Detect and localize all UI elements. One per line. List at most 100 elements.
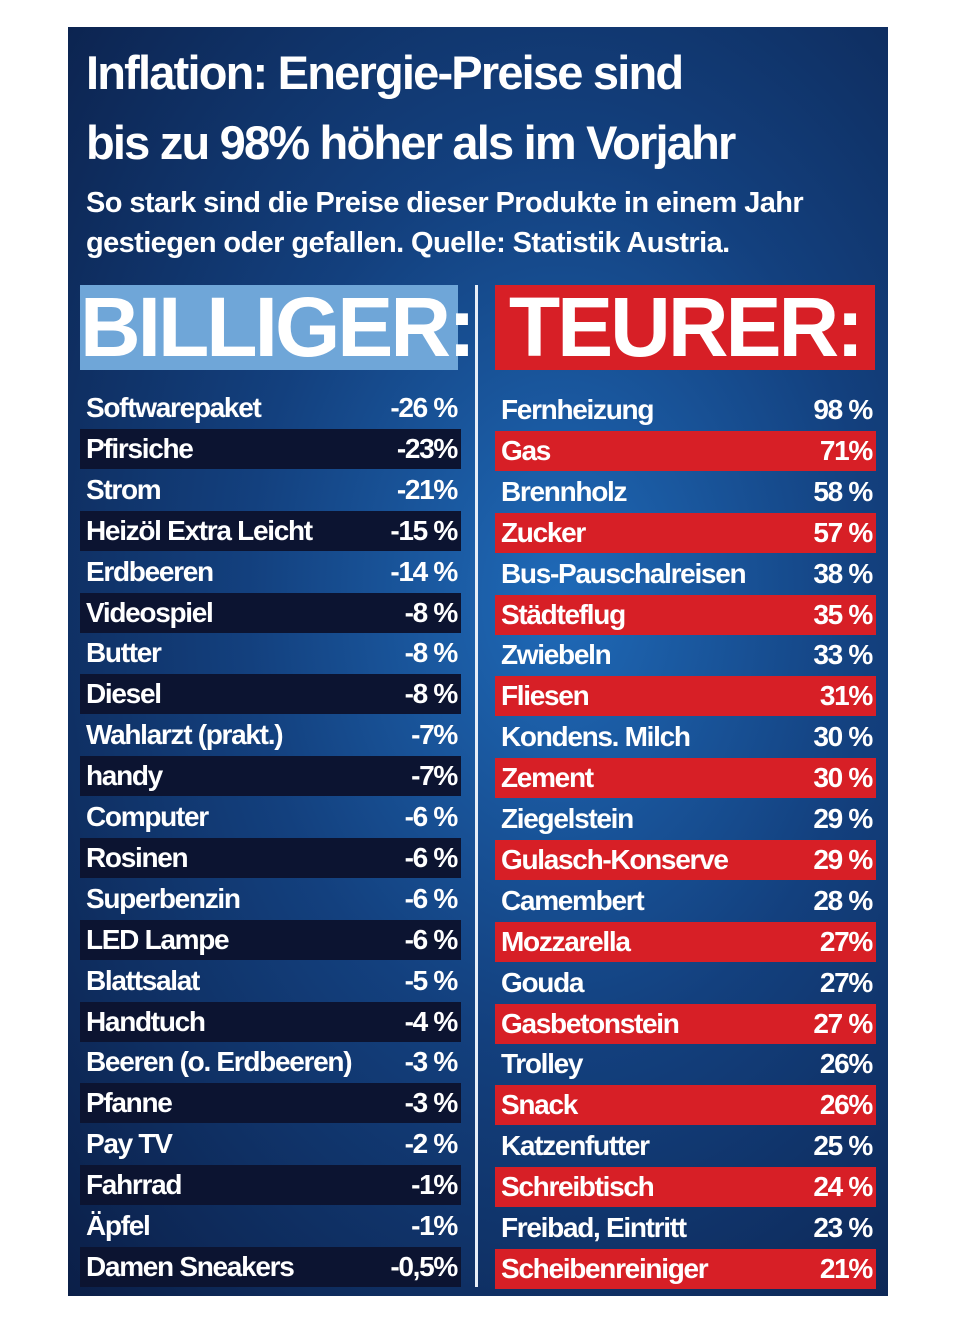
item-change: 57 % [813,516,873,548]
table-row: Gouda 27% [495,963,876,1003]
table-row: Äpfel -1% [80,1206,461,1246]
item-name: Softwarepaket [86,392,262,423]
item-change: 58 % [813,475,873,507]
item-change: 29 % [813,843,873,875]
item-name: Kondens. Milch [501,721,691,753]
table-row: Scheibenreiniger 21% [495,1248,876,1289]
table-row: Brennholz 58 % [495,472,876,512]
table-row: Butter -8 % [80,633,461,673]
table-row: Wahlarzt (prakt.) -7% [80,715,461,755]
divider [475,285,478,1287]
item-name: Gulasch-Konserve [501,843,729,875]
subtitle: gestiegen oder gefallen. Quelle: Statist… [86,227,730,259]
table-row: Fahrrad -1% [80,1165,461,1206]
item-change: -6 % [404,841,459,873]
item-name: Gouda [501,966,584,998]
table-row: Superbenzin -6 % [80,879,461,919]
item-change: -8 % [404,637,459,669]
table-row: Computer -6 % [80,797,461,837]
item-name: Pfirsiche [86,432,194,464]
item-change: 24 % [813,1171,873,1203]
item-name: Katzenfutter [501,1130,650,1162]
table-row: Gas 71% [495,430,876,471]
table-row: Pfanne -3 % [80,1083,461,1124]
item-name: Fernheizung [501,394,654,425]
table-row: Zement 30 % [495,758,876,799]
item-name: Beeren (o. Erdbeeren) [86,1046,353,1078]
item-change: 23 % [813,1212,873,1243]
table-row: Pfirsiche -23% [80,428,461,469]
item-change: -15 % [390,514,458,546]
item-change: 35 % [813,598,873,630]
item-name: Erdbeeren [86,555,214,587]
item-change: 25 % [813,1130,873,1162]
item-change: 26% [819,1048,873,1080]
item-name: Zwiebeln [501,639,612,671]
item-change: 30 % [813,762,873,794]
table-row: Rosinen -6 % [80,837,461,878]
item-name: Heizöl Extra Leicht [86,514,313,546]
item-name: Wahlarzt (prakt.) [86,719,284,751]
table-row: Camembert 28 % [495,881,876,921]
item-change: -21% [396,473,458,505]
item-change: 33 % [813,639,873,671]
item-name: Camembert [501,884,645,916]
item-change: 27% [819,925,873,957]
table-row: Damen Sneakers -0,5% [80,1246,461,1287]
table-row: Katzenfutter 25 % [495,1126,876,1166]
item-name: Bus-Pauschalreisen [501,557,747,589]
table-row: Beeren (o. Erdbeeren) -3 % [80,1042,461,1082]
item-change: -6 % [404,801,459,832]
subtitle: So stark sind die Preise dieser Produkte… [86,187,804,219]
table-row: Fernheizung 98 % [495,390,876,430]
item-change: -8 % [404,678,459,710]
item-name: Städteflug [501,598,626,630]
item-change: -14 % [390,555,458,587]
item-change: -6 % [404,923,459,955]
item-change: 27% [819,966,873,998]
table-row: Strom -21% [80,470,461,510]
table-row: Städteflug 35 % [495,594,876,635]
item-name: Gasbetonstein [501,1007,680,1039]
item-name: Zucker [501,516,586,548]
item-change: -7% [411,719,458,751]
item-change: 71% [819,434,873,466]
table-row: Fliesen 31% [495,676,876,717]
item-name: Superbenzin [86,882,241,914]
item-change: -1% [411,1169,458,1201]
item-change: 98 % [813,394,873,425]
item-name: Pfanne [86,1087,173,1119]
table-row: Schreibtisch 24 % [495,1167,876,1208]
item-change: -8 % [404,596,459,628]
table-row: Blattsalat -5 % [80,961,461,1001]
item-name: Blattsalat [86,964,200,996]
item-change: -4 % [404,1005,459,1037]
item-change: -6 % [404,882,459,914]
item-change: -2 % [404,1128,459,1160]
table-row: Softwarepaket -26 % [80,388,461,428]
item-name: Mozzarella [501,925,631,957]
table-row: Snack 26% [495,1085,876,1126]
table-row: LED Lampe -6 % [80,919,461,960]
item-name: Rosinen [86,841,189,873]
table-row: Gasbetonstein 27 % [495,1003,876,1044]
table-row: Kondens. Milch 30 % [495,717,876,757]
title: bis zu 98% höher als im Vorjahr [86,116,736,169]
item-change: 28 % [813,884,873,916]
item-name: Fliesen [501,680,590,712]
item-name: Strom [86,473,162,505]
table-row: Diesel -8 % [80,674,461,715]
item-name: Ziegelstein [501,803,634,834]
item-change: 31% [819,680,873,712]
table-row: Zwiebeln 33 % [495,635,876,675]
item-name: Snack [501,1089,578,1121]
table-row: Pay TV -2 % [80,1124,461,1164]
item-change: 30 % [813,721,873,753]
item-name: Pay TV [86,1128,173,1160]
title: Inflation: Energie-Preise sind [86,46,684,99]
heading: BILLIGER: [80,280,476,374]
table-row: Heizöl Extra Leicht -15 % [80,510,461,551]
item-change: 27 % [813,1007,873,1039]
table-row: Mozzarella 27% [495,921,876,962]
item-name: handy [86,760,163,792]
